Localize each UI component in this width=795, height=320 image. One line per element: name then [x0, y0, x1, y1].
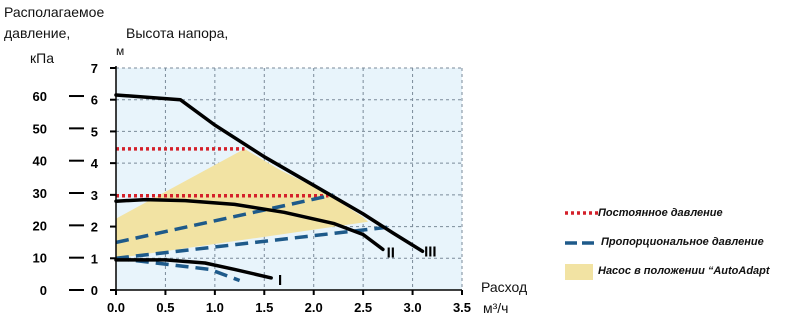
- x-tick-label: 1.5: [255, 300, 273, 315]
- legend-swatch-auto-adapt: [565, 264, 593, 280]
- x-tick-label: 2.5: [354, 300, 372, 315]
- y-tick-label-kpa: 40: [33, 154, 47, 169]
- x-tick-label: 3.5: [453, 300, 471, 315]
- y-tick-label-kpa: 10: [33, 251, 47, 266]
- y-tick-label-m: 0: [91, 283, 98, 298]
- pump-curve-1: [114, 258, 273, 280]
- curve-label-3: III: [424, 243, 437, 260]
- y-tick-label-m: 6: [91, 93, 98, 108]
- pressure-lines-layer: [116, 147, 393, 283]
- pump-curve-3: [114, 93, 425, 254]
- left-axis-title-line2: давление,: [4, 25, 71, 41]
- legend-label-proportional: Пропорциональное давление: [601, 236, 764, 248]
- curve-label-2: II: [387, 245, 395, 262]
- y-tick-label-m: 4: [91, 156, 99, 171]
- left-axis-unit: кПа: [30, 50, 54, 66]
- proportional-pressure-line: [116, 256, 241, 283]
- x-tick-label: 3.0: [404, 300, 422, 315]
- y-tick-label-kpa: 20: [33, 218, 47, 233]
- proportional-pressure-line: [116, 193, 334, 245]
- x-axis-unit: м³/ч: [483, 300, 509, 316]
- y-tick-label-kpa: 60: [33, 89, 47, 104]
- pump-curves-layer: [114, 93, 425, 280]
- y-tick-label-m: 5: [91, 124, 98, 139]
- axes-layer: [69, 66, 463, 295]
- auto-adapt-region-layer: [116, 148, 369, 259]
- x-tick-label: 0.5: [156, 300, 174, 315]
- y-tick-label-kpa: 50: [33, 121, 47, 136]
- legend-label-constant: Постоянное давление: [598, 207, 723, 219]
- right-axis-title-line1: Высота напора,: [126, 25, 229, 41]
- left-axis-title-line1: Располагаемое: [4, 4, 105, 20]
- auto-adapt-area: [116, 148, 369, 259]
- legend-label-auto-adapt: Насос в положении “AutoAdapt: [598, 265, 770, 277]
- y-tick-label-m: 1: [91, 251, 98, 266]
- y-tick-label-m: 2: [91, 220, 98, 235]
- tick-labels-layer: 0.0 0.5 1.0 1.5 2.0 2.5 3.0 3.5 0 1 2 3 4 5 6 7 0 10 20 30 4…: [33, 61, 472, 315]
- y-tick-label-m: 7: [91, 61, 98, 76]
- pump-curve-2: [114, 197, 385, 252]
- legend-marks: [565, 211, 598, 280]
- proportional-pressure-line: [116, 224, 393, 261]
- curve-labels-layer: III III: [278, 243, 437, 289]
- right-axis-title-line2: м: [116, 44, 125, 58]
- x-tick-label: 0.0: [107, 300, 125, 315]
- y-tick-label-kpa: 30: [33, 186, 47, 201]
- x-axis-title: Расход: [481, 279, 528, 295]
- y-tick-label-m: 3: [91, 188, 98, 203]
- grid: [116, 67, 463, 290]
- x-tick-label: 1.0: [206, 300, 224, 315]
- x-tick-label: 2.0: [305, 300, 323, 315]
- y-tick-label-kpa: 0: [40, 283, 47, 298]
- curve-label-1: I: [278, 272, 282, 289]
